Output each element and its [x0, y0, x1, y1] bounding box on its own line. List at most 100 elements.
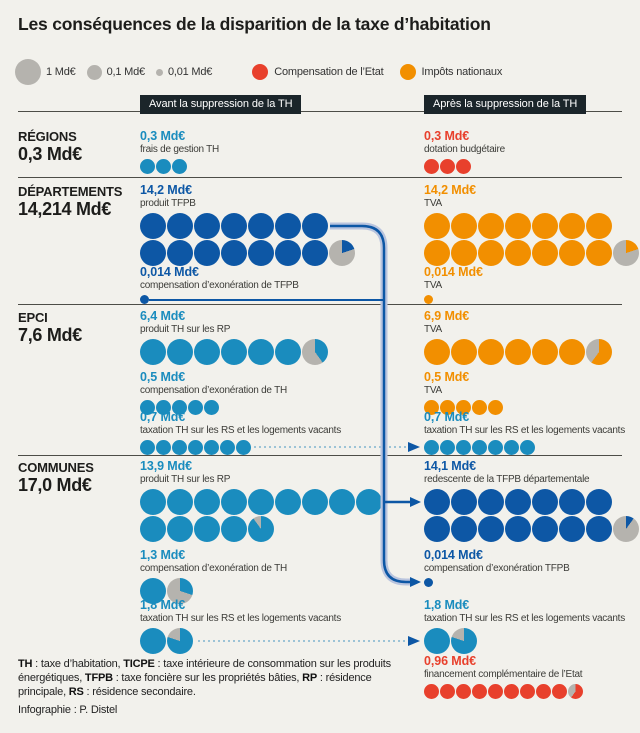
- group-value: 1,8 Md€: [140, 598, 186, 612]
- partial-unit-circle: [568, 684, 583, 699]
- circle-pictogram: [140, 440, 341, 455]
- group-value: 6,9 Md€: [424, 309, 470, 323]
- unit-circle: [456, 440, 471, 455]
- group-departements-avant-compensation: 0,014 Md€ compensation d’exonération de …: [140, 266, 299, 305]
- unit-circle: [221, 213, 247, 239]
- group-value: 0,5 Md€: [140, 370, 186, 384]
- unit-circle: [140, 240, 166, 266]
- unit-circle: [586, 240, 612, 266]
- unit-circle: [586, 489, 612, 515]
- legend-compensation-label: Compensation de l’Etat: [274, 66, 384, 78]
- unit-circle: [472, 400, 487, 415]
- row-separator: [18, 455, 622, 456]
- unit-circle: [140, 578, 166, 604]
- unit-circle: [424, 159, 439, 174]
- unit-circle: [204, 440, 219, 455]
- group-communes-apres-taxation-rs: 1,8 Md€ taxation TH sur les RS et les lo…: [424, 599, 625, 655]
- unit-circle: [559, 489, 585, 515]
- unit-circle: [505, 240, 531, 266]
- group-label: taxation TH sur les RS et les logements …: [140, 613, 341, 624]
- unit-circle: [440, 684, 455, 699]
- circle-pictogram: [424, 400, 504, 415]
- unit-circle: [478, 213, 504, 239]
- unit-circle: [140, 400, 155, 415]
- unit-circle: [275, 240, 301, 266]
- circle-pictogram: [140, 339, 329, 365]
- group-label: redescente de la TFPB départementale: [424, 474, 590, 485]
- credit: Infographie : P. Distel: [18, 704, 118, 716]
- row-separator: [18, 177, 622, 178]
- circle-pictogram: [140, 628, 341, 654]
- group-label: TVA: [424, 324, 442, 335]
- unit-circle: [424, 628, 450, 654]
- unit-circle: [248, 240, 274, 266]
- group-value: 1,8 Md€: [424, 598, 470, 612]
- footnote: TH : taxe d’habitation, TICPE : taxe int…: [18, 658, 391, 698]
- unit-circle: [488, 684, 503, 699]
- group-value: 0,014 Md€: [424, 265, 483, 279]
- group-departements-apres-tva-petit: 0,014 Md€ TVA: [424, 266, 483, 305]
- unit-circle: [275, 489, 301, 515]
- arrowhead-redescente-icon: [410, 497, 421, 507]
- group-label: frais de gestion TH: [140, 144, 219, 155]
- unit-circle: [505, 516, 531, 542]
- unit-circle: [424, 684, 439, 699]
- unit-circle: [275, 213, 301, 239]
- legend-circle-001md-icon: [155, 68, 163, 76]
- unit-circle: [140, 213, 166, 239]
- legend-circle-1md-icon: [15, 59, 41, 85]
- unit-circle: [329, 489, 355, 515]
- unit-circle: [356, 489, 382, 515]
- unit-circle: [194, 489, 220, 515]
- group-label: taxation TH sur les RS et les logements …: [424, 613, 625, 624]
- group-label: TVA: [424, 280, 442, 291]
- unit-circle: [424, 240, 450, 266]
- legend-size-label-001md: 0,01 Md€: [167, 66, 213, 78]
- legend-compensation-icon: [252, 64, 269, 80]
- group-label: TVA: [424, 198, 442, 209]
- unit-circle: [478, 240, 504, 266]
- legend-circle-01md-icon: [86, 64, 102, 80]
- group-epci-apres-tva: 6,9 Md€ TVA: [424, 310, 613, 366]
- unit-circle: [520, 684, 535, 699]
- unit-circle: [504, 440, 519, 455]
- entity-regions: RÉGIONS 0,3 Md€: [18, 129, 82, 164]
- group-label: compensation d’exonération de TH: [140, 385, 287, 396]
- group-epci-avant-produit-th: 6,4 Md€ produit TH sur les RP: [140, 310, 329, 366]
- group-communes-avant-compensation: 1,3 Md€ compensation d’exonération de TH: [140, 549, 287, 605]
- group-value: 1,3 Md€: [140, 548, 186, 562]
- group-label: produit TH sur les RP: [140, 324, 231, 335]
- group-value: 0,3 Md€: [424, 129, 470, 143]
- group-epci-avant-compensation: 0,5 Md€ compensation d’exonération de TH: [140, 371, 287, 416]
- group-communes-avant-taxation-rs: 1,8 Md€ taxation TH sur les RS et les lo…: [140, 599, 341, 655]
- partial-unit-circle: [329, 240, 355, 266]
- unit-circle: [505, 489, 531, 515]
- unit-circle: [536, 684, 551, 699]
- unit-circle: [440, 400, 455, 415]
- unit-circle: [248, 489, 274, 515]
- group-communes-apres-redescente: 14,1 Md€ redescente de la TFPB départeme…: [424, 460, 640, 543]
- partial-unit-circle: [248, 516, 274, 542]
- unit-circle: [559, 213, 585, 239]
- partial-unit-circle: [586, 339, 612, 365]
- unit-circle: [221, 489, 247, 515]
- unit-circle: [194, 339, 220, 365]
- unit-circle: [424, 489, 450, 515]
- circle-pictogram: [140, 159, 219, 174]
- circle-pictogram: [424, 295, 483, 304]
- group-value: 0,7 Md€: [424, 410, 470, 424]
- unit-circle: [424, 516, 450, 542]
- unit-circle: [488, 400, 503, 415]
- group-value: 0,014 Md€: [140, 265, 199, 279]
- group-value: 0,3 Md€: [140, 129, 186, 143]
- unit-circle: [167, 516, 193, 542]
- entity-total: 0,3 Md€: [18, 144, 82, 164]
- unit-circle: [478, 489, 504, 515]
- unit-circle: [586, 516, 612, 542]
- entity-total: 7,6 Md€: [18, 325, 82, 345]
- unit-circle: [140, 440, 155, 455]
- unit-circle: [302, 240, 328, 266]
- arrowhead-communes-taxation-icon: [408, 636, 420, 646]
- partial-unit-circle: [613, 240, 639, 266]
- unit-circle: [167, 240, 193, 266]
